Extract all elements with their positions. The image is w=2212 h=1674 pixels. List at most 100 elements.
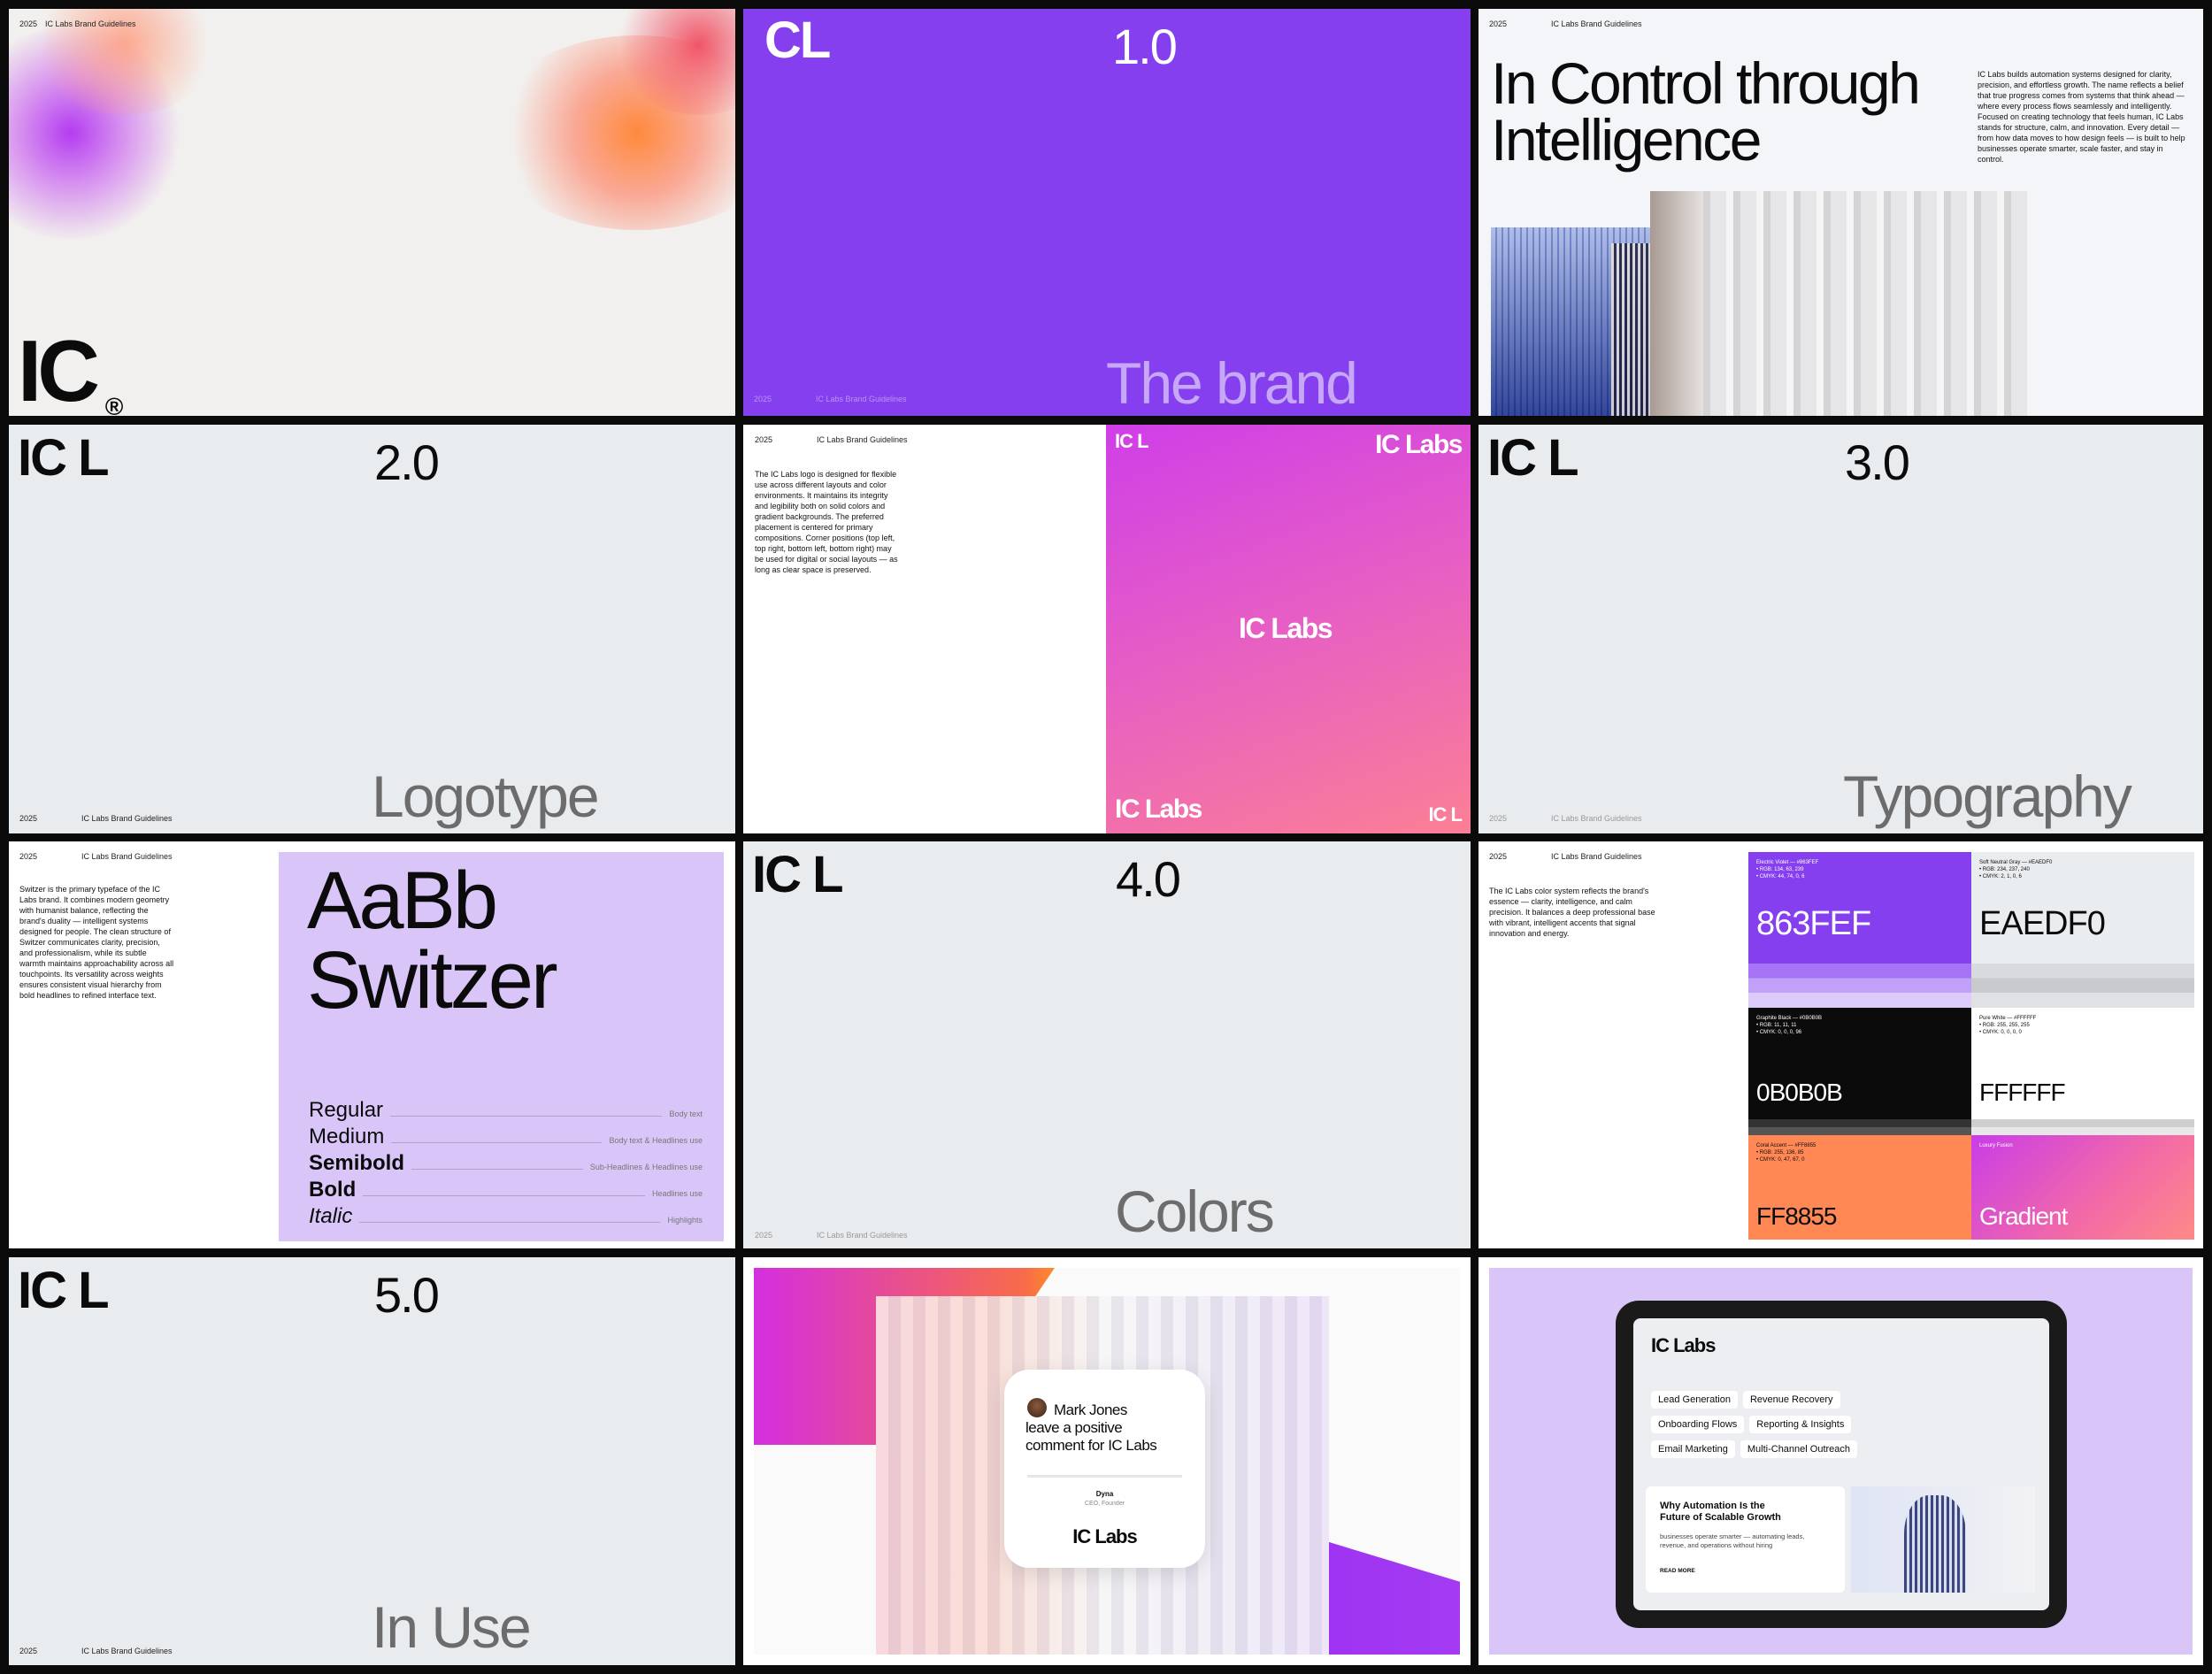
tag-chip[interactable]: Email Marketing	[1651, 1440, 1735, 1458]
guidelines-label: IC Labs Brand Guidelines	[1551, 814, 1642, 823]
typeface-sample: AaBb Switzer	[307, 856, 558, 1025]
swatch-hex: EAEDF0	[1979, 905, 2106, 942]
article-title: Why Automation Is the Future of Scalable…	[1660, 1501, 1781, 1524]
slide-intro: 2025 IC Labs Brand Guidelines In Control…	[1479, 9, 2203, 416]
logo-bottom-right: IC L	[1428, 803, 1463, 825]
cl-logo: CL	[764, 12, 831, 69]
swatch-label: Luxury Fusion	[1979, 1142, 2013, 1149]
swatch-label: Electric Violet — #863FEF • RGB: 134, 63,…	[1756, 859, 1818, 880]
typeface-card: AaBb Switzer Regular Body text Medium Body…	[279, 852, 724, 1241]
year-label: 2025	[19, 814, 38, 823]
guidelines-label: IC Labs Brand Guidelines	[81, 852, 173, 861]
icl-logo: IC L	[18, 1262, 110, 1319]
tag-chip[interactable]: Onboarding Flows	[1651, 1416, 1745, 1433]
article-body: businesses operate smarter — automating …	[1660, 1532, 1805, 1549]
year-label: 2025	[1489, 19, 1508, 28]
section-number: 2.0	[374, 434, 440, 490]
weight-row-bold: Bold Headlines use	[309, 1178, 703, 1204]
tag-list: Lead Generation Revenue Recovery Onboardi…	[1651, 1391, 1899, 1465]
tag-chip[interactable]: Revenue Recovery	[1742, 1391, 1840, 1409]
guidelines-label: IC Labs Brand Guidelines	[81, 814, 173, 823]
swatch-coral: Coral Accent — #FF8855 • RGB: 255, 136, 8…	[1748, 1135, 1971, 1240]
swatch-label: Pure White — #FFFFFF • RGB: 255, 255, 255…	[1979, 1015, 2036, 1036]
swatch-name: Pure White — #FFFFFF	[1979, 1016, 2037, 1021]
guidelines-label: IC Labs Brand Guidelines	[1551, 19, 1642, 28]
guidelines-label: IC Labs Brand Guidelines	[1551, 852, 1642, 861]
slide-colors-section: IC L 4.0 Colors 2025 IC Labs Brand Guide…	[743, 841, 1471, 1248]
year-label: 2025	[1489, 852, 1508, 861]
testimonial-card: Mark Jones leave a positive comment for …	[1004, 1370, 1205, 1568]
logo-bottom-left: IC Labs	[1115, 795, 1202, 824]
swatch-hex: FF8855	[1756, 1202, 1837, 1230]
guidelines-label: IC Labs Brand Guidelines	[816, 395, 907, 403]
swatch-name: Graphite Black — #0B0B0B	[1756, 1016, 1823, 1021]
logo-usage-body: The IC Labs logo is designed for flexibl…	[755, 470, 898, 574]
slide-palette: 2025 IC Labs Brand Guidelines The IC Lab…	[1479, 841, 2203, 1248]
swatch-rgb: • RGB: 11, 11, 11	[1756, 1023, 1797, 1028]
weight-use: Body text & Headlines use	[609, 1136, 703, 1145]
year-label: 2025	[19, 852, 38, 861]
sample-line-2: Switzer	[307, 935, 558, 1025]
swatch-neutral: Soft Neutral Gray — #EAEDF0 • RGB: 234, 2…	[1971, 852, 2194, 1008]
weight-use: Body text	[669, 1110, 703, 1118]
swatch-name: Coral Accent — #FF8855	[1756, 1143, 1816, 1148]
read-more-link[interactable]: READ MORE	[1660, 1568, 1695, 1574]
swatch-cmyk: • CMYK: 2, 1, 0, 6	[1979, 874, 2022, 879]
weights-list: Regular Body text Medium Body text & Headl…	[309, 1098, 703, 1231]
weight-row-semibold: Semibold Sub-Headlines & Headlines use	[309, 1151, 703, 1178]
guidelines-label: IC Labs Brand Guidelines	[81, 1647, 173, 1655]
weight-name: Regular	[309, 1098, 384, 1122]
weight-name: Medium	[309, 1125, 385, 1148]
swatch-hex: 863FEF	[1756, 905, 1871, 942]
weight-use: Highlights	[667, 1216, 703, 1225]
year-label: 2025	[19, 1647, 38, 1655]
swatch-label: Soft Neutral Gray — #EAEDF0 • RGB: 234, 2…	[1979, 859, 2052, 880]
swatch-rgb: • RGB: 134, 63, 239	[1756, 867, 1804, 872]
section-title: In Use	[372, 1594, 532, 1660]
testimonial-scene: Mark Jones leave a positive comment for …	[754, 1268, 1460, 1655]
testimonial-line-1: Mark Jones	[1054, 1401, 1127, 1418]
section-number: 4.0	[1116, 851, 1181, 907]
article-title-line-2: Future of Scalable Growth	[1660, 1512, 1781, 1523]
glass-panel-edge	[1650, 191, 1703, 416]
palette-body: The IC Labs color system reflects the br…	[1489, 887, 1655, 938]
tag-chip[interactable]: Reporting & Insights	[1749, 1416, 1852, 1433]
slide-inuse-section: IC L 5.0 In Use 2025 IC Labs Brand Guide…	[9, 1257, 735, 1665]
tag-chip[interactable]: Multi-Channel Outreach	[1740, 1440, 1858, 1458]
swatch-rgb: • RGB: 255, 136, 85	[1756, 1150, 1804, 1156]
tag-chip[interactable]: Lead Generation	[1651, 1391, 1738, 1409]
year-label: 2025	[754, 395, 772, 403]
sample-line-1: AaBb	[307, 856, 498, 946]
author-role: CEO, Founder	[1084, 1501, 1125, 1507]
swatch-cmyk: • CMYK: 0, 0, 0, 96	[1756, 1030, 1802, 1035]
testimonial-line-3: comment for IC Labs	[1025, 1437, 1157, 1454]
icl-logo: IC L	[1487, 429, 1579, 487]
tablet-screen: IC Labs Lead Generation Revenue Recovery …	[1633, 1318, 2049, 1610]
weight-name: Italic	[309, 1204, 353, 1228]
section-number: 1.0	[1112, 19, 1178, 74]
swatch-label: Coral Accent — #FF8855 • RGB: 255, 136, 8…	[1756, 1142, 1816, 1163]
swatch-violet: Electric Violet — #863FEF • RGB: 134, 63,…	[1748, 852, 1971, 1008]
logo-gradient-panel: IC L IC Labs IC Labs IC Labs IC L	[1106, 425, 1471, 833]
typeface-body: Switzer is the primary typeface of the I…	[19, 885, 174, 1000]
guidelines-label: IC Labs Brand Guidelines	[817, 435, 908, 444]
article-image	[1851, 1486, 2035, 1593]
swatch-hex: Gradient	[1979, 1202, 2068, 1230]
weight-name: Semibold	[309, 1151, 405, 1175]
headline-line-1: In Control through	[1491, 50, 1921, 116]
weight-use: Headlines use	[651, 1189, 703, 1198]
swatch-tints	[1971, 1119, 2194, 1135]
guidelines-label: IC Labs Brand Guidelines	[45, 19, 136, 28]
testimonial-line-2: leave a positive	[1025, 1419, 1123, 1436]
year-label: 2025	[1489, 814, 1508, 823]
weight-use: Sub-Headlines & Headlines use	[589, 1163, 703, 1171]
swatch-cmyk: • CMYK: 0, 0, 0, 0	[1979, 1030, 2022, 1035]
author-name: Dyna	[1095, 1490, 1114, 1498]
icl-logo: IC L	[18, 429, 110, 487]
slide-logo-usage: 2025 IC Labs Brand Guidelines The IC Lab…	[743, 425, 1471, 833]
registered-mark: ®	[104, 393, 124, 416]
swatch-tints	[1971, 964, 2194, 1008]
article-card: Why Automation Is the Future of Scalable…	[1646, 1486, 1845, 1593]
year-label: 2025	[19, 19, 38, 28]
swatch-black: Graphite Black — #0B0B0B • RGB: 11, 11, 1…	[1748, 1008, 1971, 1135]
